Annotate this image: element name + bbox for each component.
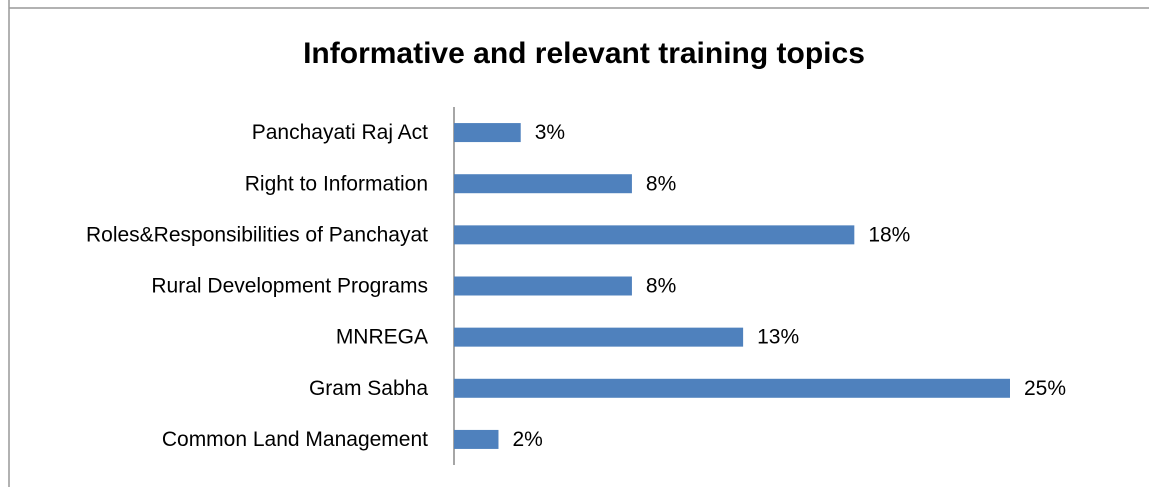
bar	[454, 225, 855, 245]
bar	[454, 378, 1010, 398]
category-label: Right to Information	[245, 172, 428, 195]
chart-title: Informative and relevant training topics	[303, 37, 865, 70]
category-label: Roles&Responsibilities of Panchayat	[86, 223, 428, 246]
category-label: Gram Sabha	[309, 377, 428, 400]
bar	[454, 276, 632, 296]
data-label: 3%	[535, 121, 565, 144]
data-label: 18%	[868, 223, 910, 246]
bar	[454, 174, 632, 194]
bar	[454, 123, 521, 143]
data-label: 2%	[512, 428, 542, 451]
bar	[454, 327, 744, 347]
bar	[454, 429, 499, 449]
category-label: Panchayati Raj Act	[252, 121, 428, 144]
category-label: Common Land Management	[162, 428, 428, 451]
category-label: Rural Development Programs	[151, 275, 428, 298]
category-label: MNREGA	[336, 326, 428, 349]
data-label: 25%	[1024, 377, 1066, 400]
data-label: 8%	[646, 275, 676, 298]
data-label: 8%	[646, 172, 676, 195]
data-label: 13%	[757, 326, 799, 349]
